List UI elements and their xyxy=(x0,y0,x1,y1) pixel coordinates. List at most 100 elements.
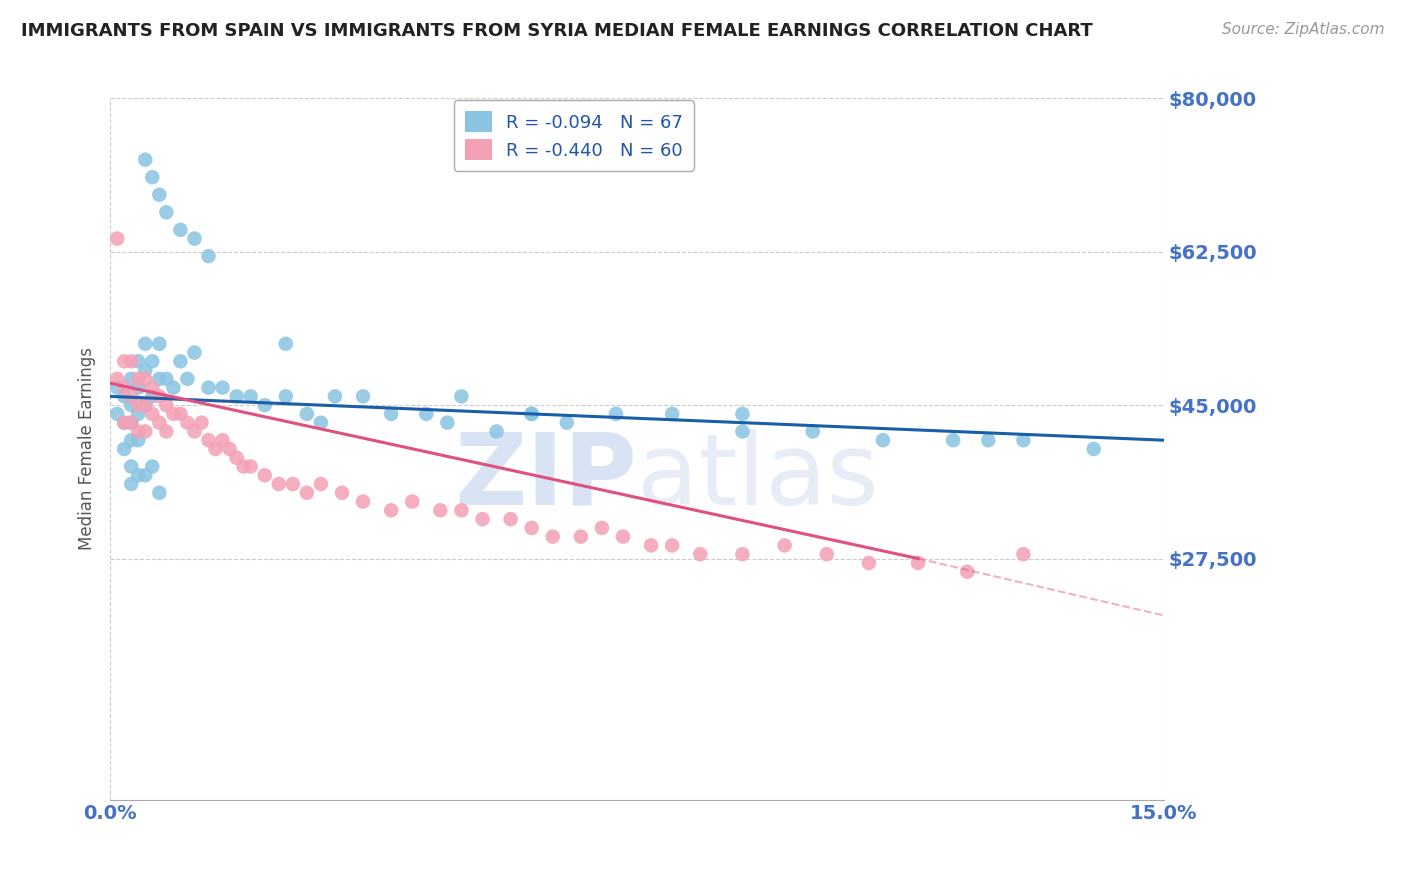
Point xyxy=(162,407,184,421)
Point xyxy=(134,336,156,351)
Point xyxy=(120,434,142,448)
Point xyxy=(127,372,149,386)
Point xyxy=(541,530,564,544)
Point xyxy=(176,372,198,386)
Text: atlas: atlas xyxy=(637,428,879,525)
Point xyxy=(731,425,754,439)
Point xyxy=(274,389,297,403)
Point xyxy=(120,416,142,430)
Point xyxy=(134,398,156,412)
Point xyxy=(183,425,205,439)
Legend: R = -0.094   N = 67, R = -0.440   N = 60: R = -0.094 N = 67, R = -0.440 N = 60 xyxy=(454,100,693,171)
Point xyxy=(1083,442,1105,456)
Point xyxy=(141,459,163,474)
Point xyxy=(120,398,142,412)
Point xyxy=(801,425,824,439)
Point xyxy=(605,407,627,421)
Point xyxy=(661,538,683,552)
Point xyxy=(731,407,754,421)
Point xyxy=(499,512,522,526)
Point xyxy=(112,442,135,456)
Point xyxy=(127,354,149,368)
Point xyxy=(815,547,838,561)
Point xyxy=(225,389,247,403)
Point xyxy=(239,459,262,474)
Point xyxy=(148,187,170,202)
Point xyxy=(141,381,163,395)
Point xyxy=(105,372,128,386)
Point xyxy=(127,381,149,395)
Point xyxy=(520,407,543,421)
Point xyxy=(612,530,634,544)
Point xyxy=(105,231,128,245)
Point xyxy=(330,485,353,500)
Point xyxy=(211,434,233,448)
Point xyxy=(112,416,135,430)
Text: IMMIGRANTS FROM SPAIN VS IMMIGRANTS FROM SYRIA MEDIAN FEMALE EARNINGS CORRELATIO: IMMIGRANTS FROM SPAIN VS IMMIGRANTS FROM… xyxy=(21,22,1092,40)
Point xyxy=(436,416,458,430)
Point xyxy=(162,381,184,395)
Point xyxy=(352,389,374,403)
Point xyxy=(569,530,592,544)
Point xyxy=(141,407,163,421)
Point xyxy=(127,434,149,448)
Point xyxy=(141,389,163,403)
Point xyxy=(253,468,276,483)
Point xyxy=(731,547,754,561)
Point xyxy=(190,416,212,430)
Point xyxy=(773,538,796,552)
Point xyxy=(112,389,135,403)
Point xyxy=(120,416,142,430)
Point xyxy=(1012,434,1035,448)
Point xyxy=(218,442,240,456)
Point xyxy=(134,425,156,439)
Point xyxy=(1012,547,1035,561)
Point xyxy=(155,372,177,386)
Point xyxy=(555,416,578,430)
Point xyxy=(127,407,149,421)
Point xyxy=(148,372,170,386)
Point xyxy=(105,407,128,421)
Point xyxy=(281,477,304,491)
Point xyxy=(401,494,423,508)
Point xyxy=(197,434,219,448)
Point xyxy=(127,398,149,412)
Point xyxy=(120,372,142,386)
Point xyxy=(520,407,543,421)
Point xyxy=(183,231,205,245)
Point xyxy=(120,477,142,491)
Point xyxy=(858,556,880,570)
Point xyxy=(169,354,191,368)
Point xyxy=(415,407,437,421)
Point xyxy=(253,398,276,412)
Point xyxy=(689,547,711,561)
Y-axis label: Median Female Earnings: Median Female Earnings xyxy=(79,348,96,550)
Point xyxy=(169,407,191,421)
Point xyxy=(141,354,163,368)
Point xyxy=(640,538,662,552)
Point xyxy=(225,450,247,465)
Point xyxy=(120,389,142,403)
Point xyxy=(127,425,149,439)
Point xyxy=(942,434,965,448)
Point xyxy=(134,153,156,167)
Point xyxy=(183,345,205,359)
Point xyxy=(105,381,128,395)
Point xyxy=(120,459,142,474)
Point xyxy=(169,223,191,237)
Text: ZIP: ZIP xyxy=(454,428,637,525)
Point xyxy=(380,407,402,421)
Point xyxy=(450,503,472,517)
Point xyxy=(591,521,613,535)
Point xyxy=(197,249,219,263)
Text: Source: ZipAtlas.com: Source: ZipAtlas.com xyxy=(1222,22,1385,37)
Point xyxy=(148,416,170,430)
Point xyxy=(127,468,149,483)
Point xyxy=(134,372,156,386)
Point xyxy=(120,354,142,368)
Point xyxy=(211,381,233,395)
Point xyxy=(274,336,297,351)
Point xyxy=(267,477,290,491)
Point xyxy=(141,170,163,185)
Point xyxy=(309,477,332,491)
